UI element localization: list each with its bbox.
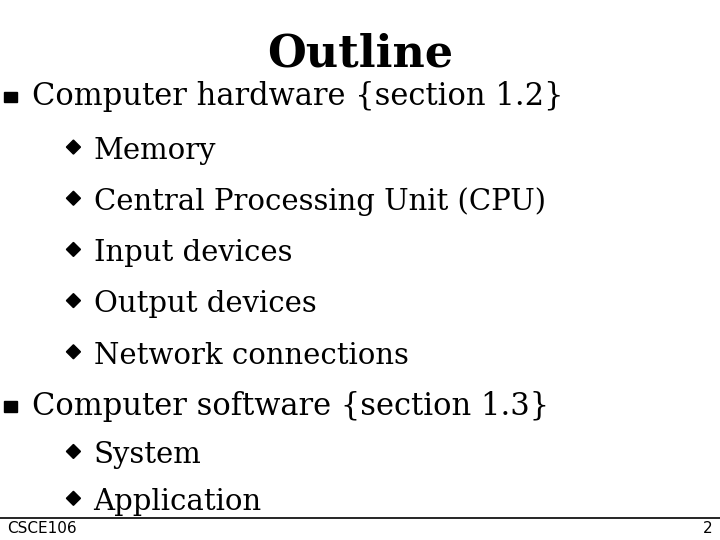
Text: Memory: Memory (94, 137, 216, 165)
Polygon shape (66, 345, 81, 359)
Text: System: System (94, 441, 202, 469)
FancyBboxPatch shape (4, 401, 17, 412)
Text: 2: 2 (703, 521, 713, 536)
Text: Central Processing Unit (CPU): Central Processing Unit (CPU) (94, 187, 546, 217)
FancyBboxPatch shape (4, 92, 17, 103)
Polygon shape (66, 294, 81, 308)
Polygon shape (66, 242, 81, 256)
Text: Application: Application (94, 488, 262, 516)
Text: Computer software {section 1.3}: Computer software {section 1.3} (32, 392, 549, 422)
Text: Output devices: Output devices (94, 291, 316, 319)
Polygon shape (66, 140, 81, 154)
Polygon shape (66, 191, 81, 205)
Polygon shape (66, 444, 81, 458)
Text: Outline: Outline (267, 32, 453, 75)
Text: Network connections: Network connections (94, 342, 408, 369)
Text: CSCE106: CSCE106 (7, 521, 77, 536)
Polygon shape (66, 491, 81, 505)
Text: Input devices: Input devices (94, 239, 292, 267)
Text: Computer hardware {section 1.2}: Computer hardware {section 1.2} (32, 82, 564, 112)
